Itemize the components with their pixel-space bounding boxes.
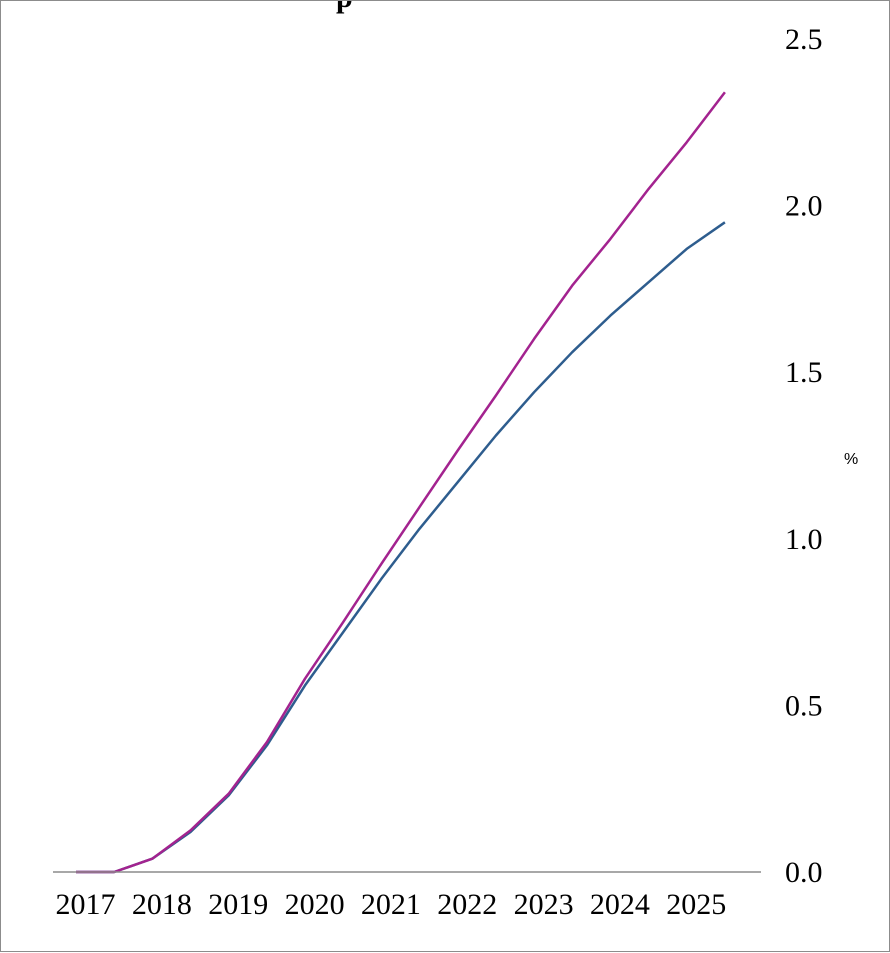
x-tick-label: 2021 — [361, 888, 421, 921]
x-tick-label: 2022 — [437, 888, 497, 921]
x-tick-label: 2018 — [132, 888, 192, 921]
x-tick-label: 2023 — [514, 888, 574, 921]
y-tick-label: 1.0 — [785, 523, 823, 556]
x-tick-label: 2019 — [208, 888, 268, 921]
chart-title: p — [336, 1, 353, 14]
y-axis-unit-label: % — [844, 451, 858, 468]
x-tick-label: 2025 — [666, 888, 726, 921]
x-tick-label: 2017 — [56, 888, 116, 921]
series-lines — [76, 91, 726, 874]
x-tick-label: 2024 — [590, 888, 650, 921]
series-line-1 — [76, 221, 726, 874]
y-tick-label: 2.0 — [785, 190, 823, 223]
x-axis-ticks: 2017 2018 2019 2020 2021 2022 2023 2024 2025 — [56, 888, 727, 921]
y-tick-label: 0.0 — [785, 856, 823, 889]
y-tick-label: 0.5 — [785, 689, 823, 722]
y-tick-label: 1.5 — [785, 356, 823, 389]
x-tick-label: 2020 — [285, 888, 345, 921]
y-axis-ticks: 0.0 0.5 1.0 1.5 2.0 2.5 — [785, 23, 823, 889]
series-line-2 — [76, 91, 726, 874]
y-tick-label: 2.5 — [785, 23, 823, 56]
